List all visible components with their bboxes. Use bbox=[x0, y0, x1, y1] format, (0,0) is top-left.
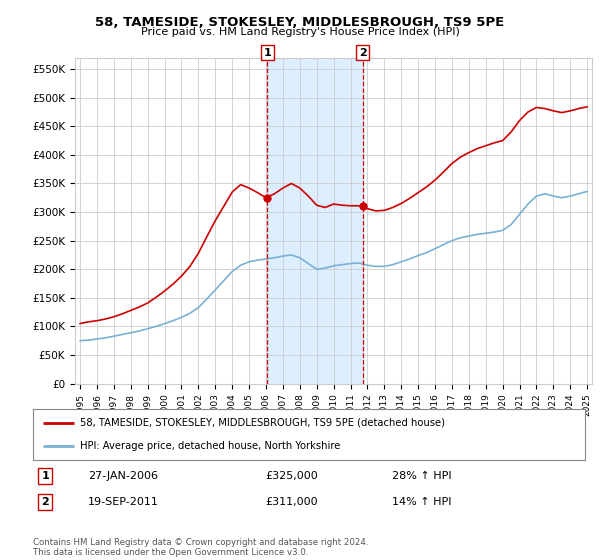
Text: 2: 2 bbox=[359, 48, 367, 58]
Text: £311,000: £311,000 bbox=[265, 497, 317, 507]
Text: 58, TAMESIDE, STOKESLEY, MIDDLESBROUGH, TS9 5PE: 58, TAMESIDE, STOKESLEY, MIDDLESBROUGH, … bbox=[95, 16, 505, 29]
Text: 27-JAN-2006: 27-JAN-2006 bbox=[88, 472, 158, 482]
Text: 58, TAMESIDE, STOKESLEY, MIDDLESBROUGH, TS9 5PE (detached house): 58, TAMESIDE, STOKESLEY, MIDDLESBROUGH, … bbox=[80, 418, 445, 428]
Text: 14% ↑ HPI: 14% ↑ HPI bbox=[392, 497, 451, 507]
Text: 1: 1 bbox=[263, 48, 271, 58]
Text: Price paid vs. HM Land Registry's House Price Index (HPI): Price paid vs. HM Land Registry's House … bbox=[140, 27, 460, 37]
Text: 19-SEP-2011: 19-SEP-2011 bbox=[88, 497, 159, 507]
Text: 1: 1 bbox=[41, 472, 49, 482]
Text: 28% ↑ HPI: 28% ↑ HPI bbox=[392, 472, 451, 482]
Text: 2: 2 bbox=[41, 497, 49, 507]
Bar bbox=[267, 58, 362, 384]
Text: Contains HM Land Registry data © Crown copyright and database right 2024.
This d: Contains HM Land Registry data © Crown c… bbox=[33, 538, 368, 557]
Text: HPI: Average price, detached house, North Yorkshire: HPI: Average price, detached house, Nort… bbox=[80, 441, 340, 451]
Text: £325,000: £325,000 bbox=[265, 472, 317, 482]
